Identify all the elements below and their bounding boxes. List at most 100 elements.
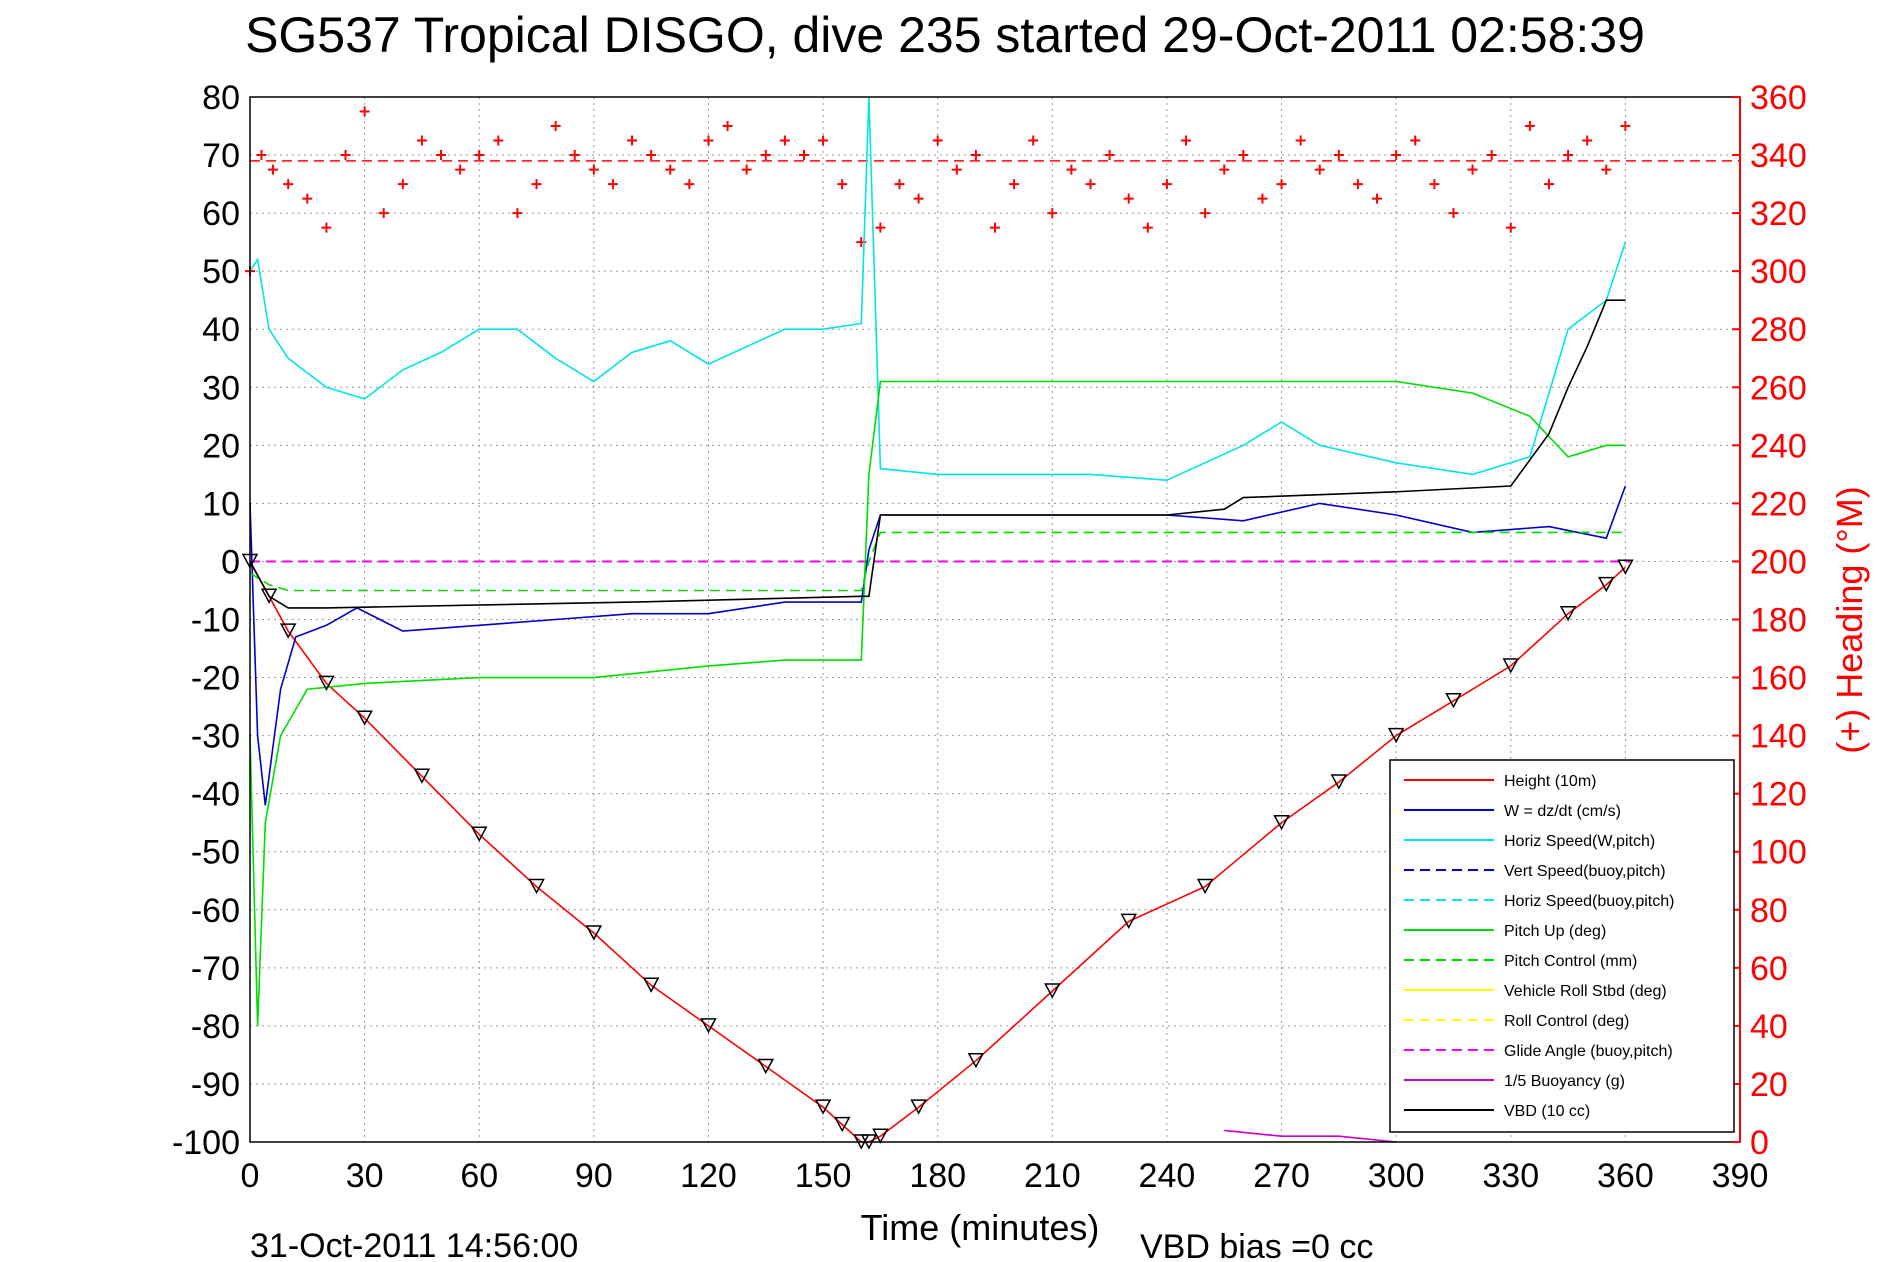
height-marker bbox=[872, 1128, 889, 1144]
right-y-tick-label: 180 bbox=[1750, 602, 1807, 640]
heading-point bbox=[1372, 193, 1383, 204]
heading-point bbox=[1391, 150, 1402, 161]
heading-point bbox=[684, 179, 695, 190]
heading-point bbox=[493, 135, 504, 146]
legend: Height (10m) W = dz/dt (cm/s) Horiz Speed(… bbox=[1389, 759, 1735, 1133]
heading-point bbox=[1161, 179, 1172, 190]
y-tick-label: -100 bbox=[172, 1124, 240, 1162]
legend-label: Horiz Speed(W,pitch) bbox=[1504, 833, 1655, 850]
heading-point bbox=[455, 164, 466, 175]
heading-point bbox=[779, 135, 790, 146]
heading-point bbox=[569, 150, 580, 161]
heading-point bbox=[1601, 164, 1612, 175]
x-tick-label: 0 bbox=[241, 1157, 260, 1195]
right-y-tick-label: 200 bbox=[1750, 543, 1807, 581]
height-marker bbox=[814, 1099, 832, 1115]
x-tick-label: 30 bbox=[346, 1157, 384, 1195]
series-line bbox=[1224, 1129, 1397, 1143]
legend-label: W = dz/dt (cm/s) bbox=[1504, 803, 1621, 820]
chart-title: SG537 Tropical DISGO, dive 235 started 2… bbox=[245, 7, 1645, 63]
heading-point bbox=[1333, 150, 1344, 161]
heading-series bbox=[245, 106, 1631, 277]
series-line bbox=[249, 299, 1626, 609]
heading-point bbox=[1257, 193, 1268, 204]
y-tick-label: -90 bbox=[191, 1066, 240, 1104]
right-y-tick-label: 360 bbox=[1750, 79, 1807, 117]
heading-point bbox=[1085, 179, 1096, 190]
footer-date: 31-Oct-2011 14:56:00 bbox=[250, 1227, 578, 1262]
x-tick-label: 240 bbox=[1139, 1157, 1196, 1195]
heading-point bbox=[894, 179, 905, 190]
legend-label: Height (10m) bbox=[1504, 773, 1596, 790]
y-tick-label: 10 bbox=[202, 485, 240, 523]
legend-label: Roll Control (deg) bbox=[1504, 1013, 1629, 1030]
right-y-tick-label: 280 bbox=[1750, 311, 1807, 349]
heading-point bbox=[646, 150, 657, 161]
legend-label: VBD (10 cc) bbox=[1504, 1103, 1590, 1120]
legend-label: 1/5 Buoyancy (g) bbox=[1504, 1073, 1625, 1090]
legend-label: Glide Angle (buoy,pitch) bbox=[1504, 1043, 1673, 1060]
height-marker bbox=[1196, 878, 1214, 895]
height-marker bbox=[1273, 814, 1290, 831]
heading-point bbox=[1276, 179, 1287, 190]
y-tick-label: -30 bbox=[191, 718, 240, 756]
x-tick-label: 360 bbox=[1597, 1157, 1654, 1195]
heading-point bbox=[397, 179, 408, 190]
legend-label: Vert Speed(buoy,pitch) bbox=[1504, 863, 1666, 880]
heading-point bbox=[1620, 121, 1631, 132]
x-tick-label: 390 bbox=[1712, 1157, 1769, 1195]
height-marker bbox=[967, 1052, 985, 1069]
y-tick-label: -40 bbox=[191, 776, 240, 814]
heading-point bbox=[951, 164, 962, 175]
x-tick-label: 60 bbox=[460, 1157, 498, 1195]
right-y-tick-label: 0 bbox=[1750, 1124, 1769, 1162]
heading-point bbox=[1505, 222, 1516, 233]
y-tick-labels: 80 70 60 50 40 30 20 10 0 -10 -20 -30 -40 -50 -60 -70 -8… bbox=[172, 79, 240, 1162]
heading-point bbox=[665, 164, 676, 175]
heading-point bbox=[1410, 135, 1421, 146]
heading-point bbox=[1200, 208, 1211, 219]
legend-label: Pitch Control (mm) bbox=[1504, 953, 1637, 970]
heading-point bbox=[1524, 121, 1535, 132]
y-tick-label: 40 bbox=[202, 311, 240, 349]
heading-point bbox=[913, 193, 924, 204]
right-y-tick-label: 160 bbox=[1750, 660, 1807, 698]
x-tick-labels: 0 30 60 90 120 150 180 210 240 270 300 330 360 390 bbox=[241, 1157, 1769, 1195]
heading-point bbox=[1219, 164, 1230, 175]
heading-point bbox=[932, 135, 943, 146]
right-y-tick-label: 300 bbox=[1750, 253, 1807, 291]
heading-point bbox=[302, 193, 313, 204]
heading-point bbox=[1295, 135, 1306, 146]
heading-point bbox=[340, 150, 351, 161]
y-tick-label: -50 bbox=[191, 834, 240, 872]
right-y-tick-label: 340 bbox=[1750, 137, 1807, 175]
right-y-tick-label: 220 bbox=[1750, 485, 1807, 523]
heading-point bbox=[474, 150, 485, 161]
heading-point bbox=[436, 150, 447, 161]
heading-point bbox=[607, 179, 618, 190]
heading-point bbox=[256, 150, 267, 161]
heading-point bbox=[378, 208, 389, 219]
heading-point bbox=[760, 150, 771, 161]
height-marker bbox=[757, 1058, 775, 1075]
height-marker bbox=[585, 925, 603, 941]
heading-point bbox=[627, 135, 638, 146]
heading-point bbox=[1104, 150, 1115, 161]
heading-point bbox=[416, 135, 427, 146]
heading-point bbox=[837, 179, 848, 190]
height-marker bbox=[356, 710, 373, 726]
x-tick-label: 120 bbox=[680, 1157, 737, 1195]
series-line bbox=[249, 380, 1626, 1026]
heading-point bbox=[1066, 164, 1077, 175]
heading-point bbox=[550, 121, 561, 132]
height-marker bbox=[910, 1099, 927, 1115]
heading-point bbox=[1543, 179, 1554, 190]
y-tick-label: 60 bbox=[202, 195, 240, 233]
x-tick-label: 300 bbox=[1368, 1157, 1425, 1195]
heading-point bbox=[1181, 135, 1192, 146]
series-line bbox=[249, 531, 1626, 592]
right-y-tick-label: 120 bbox=[1750, 776, 1807, 814]
height-marker bbox=[1120, 913, 1137, 929]
heading-point bbox=[512, 208, 523, 219]
